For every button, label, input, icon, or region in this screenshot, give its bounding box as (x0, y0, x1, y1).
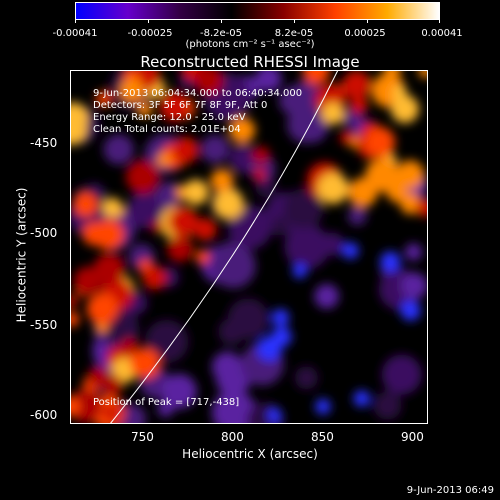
y-tick-label: -550 (30, 318, 58, 332)
annotation-clean: Clean Total counts: 2.01E+04 (93, 124, 241, 135)
annotation-energy: Energy Range: 12.0 - 25.0 keV (93, 112, 246, 123)
colorbar-tick: -0.00041 (52, 28, 98, 39)
x-axis-label: Heliocentric X (arcsec) (182, 447, 318, 461)
footer-date: 9-Jun-2013 06:49 (406, 485, 494, 496)
x-tick-label: 800 (221, 430, 244, 444)
y-tick-label: -600 (30, 408, 58, 422)
image-plot (70, 70, 428, 424)
colorbar-tick: 0.00041 (421, 28, 463, 39)
y-tick-label: -450 (30, 136, 58, 150)
solar-limb (109, 70, 339, 424)
x-tick-label: 850 (311, 430, 334, 444)
x-tick-label: 900 (401, 430, 424, 444)
colorbar-tick: 0.00025 (344, 28, 386, 39)
colorbar-tick: -0.00025 (127, 28, 173, 39)
page-title: Reconstructed RHESSI Image (140, 53, 360, 71)
annotation-peak: Position of Peak = [717,-438] (93, 397, 240, 408)
x-tick-label: 750 (131, 430, 154, 444)
colorbar-tick: 8.2e-05 (274, 28, 314, 39)
colorbar-units: (photons cm⁻² s⁻¹ asec⁻²) (185, 39, 315, 50)
annotation-detectors: Detectors: 3F 5F 6F 7F 8F 9F, Att 0 (93, 100, 268, 111)
colorbar-tick: -8.2e-05 (200, 28, 242, 39)
y-axis-label: Heliocentric Y (arcsec) (14, 187, 29, 323)
colorbar (75, 2, 440, 20)
annotation-time: 9-Jun-2013 06:04:34.000 to 06:40:34.000 (93, 88, 303, 99)
y-tick-label: -500 (30, 226, 58, 240)
